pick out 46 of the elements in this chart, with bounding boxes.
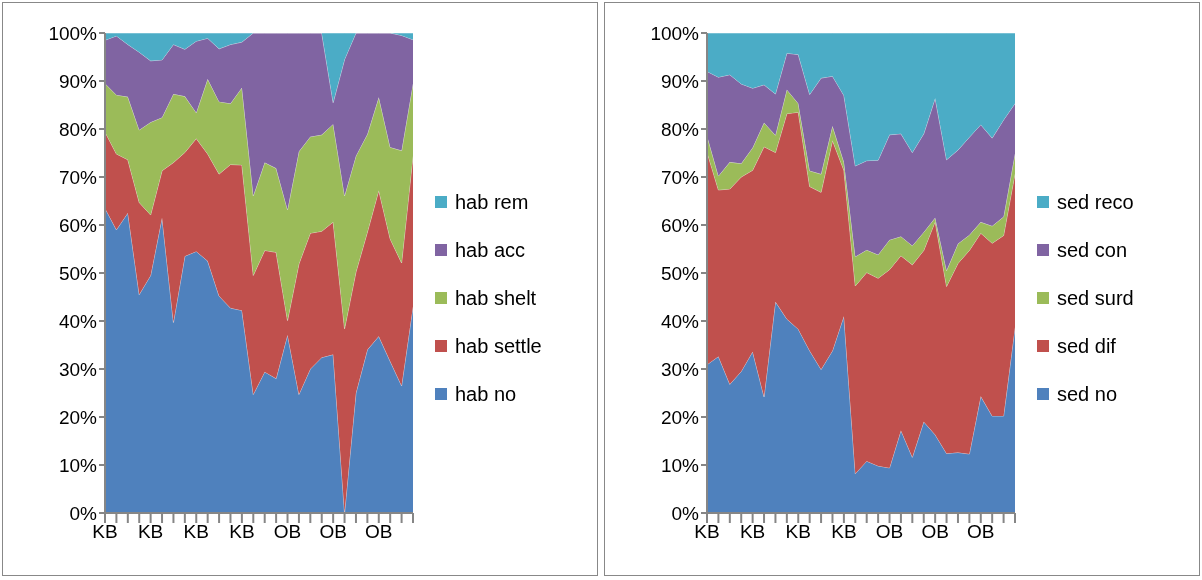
y-tick-label: 10% — [58, 454, 98, 476]
legend-label: hab rem — [455, 190, 529, 214]
x-tick-label: OB — [921, 521, 949, 543]
x-tick-label: KB — [229, 521, 255, 543]
y-tick-label: 60% — [660, 214, 700, 236]
y-tick-label: 30% — [58, 358, 98, 380]
x-tick-label: KB — [92, 521, 118, 543]
legend-label: hab settle — [455, 334, 542, 358]
x-tick-label: KB — [137, 521, 164, 543]
x-tick-label: KB — [694, 521, 720, 543]
y-tick-label: 40% — [660, 310, 700, 332]
x-tick-label: KB — [183, 521, 209, 543]
legend-label: sed dif — [1057, 334, 1116, 358]
y-tick-label: 40% — [58, 310, 98, 332]
legend-label: hab no — [455, 382, 517, 406]
legend-label: sed reco — [1057, 190, 1134, 214]
y-tick-label: 70% — [660, 166, 700, 188]
x-tick-label: KB — [785, 521, 811, 543]
y-tick-label: 0% — [671, 502, 700, 524]
legend-label: hab shelt — [455, 286, 537, 310]
x-tick-label: OB — [967, 521, 995, 543]
y-tick-label: 0% — [69, 502, 98, 524]
y-tick-label: 80% — [660, 118, 700, 140]
x-tick-label: KB — [739, 521, 766, 543]
y-tick-label: 50% — [660, 262, 700, 284]
y-tick-label: 70% — [58, 166, 98, 188]
y-tick-label: 10% — [660, 454, 700, 476]
legend-label: hab acc — [455, 238, 526, 262]
y-tick-label: 90% — [58, 70, 98, 92]
legend-label: sed con — [1057, 238, 1128, 262]
y-tick-label: 60% — [58, 214, 98, 236]
x-tick-label: KB — [831, 521, 857, 543]
y-tick-label: 20% — [58, 406, 98, 428]
legend-label: sed no — [1057, 382, 1118, 406]
x-tick-label: OB — [273, 521, 302, 543]
x-tick-label: OB — [319, 521, 347, 543]
y-tick-label: 30% — [660, 358, 700, 380]
x-tick-label: OB — [875, 521, 904, 543]
y-tick-label: 50% — [58, 262, 98, 284]
y-tick-label: 20% — [660, 406, 700, 428]
x-tick-label: OB — [365, 521, 393, 543]
legend-label: sed surd — [1057, 286, 1134, 310]
y-tick-label: 100% — [48, 22, 98, 44]
y-tick-label: 80% — [58, 118, 98, 140]
y-tick-label: 90% — [660, 70, 700, 92]
y-tick-label: 100% — [650, 22, 700, 44]
